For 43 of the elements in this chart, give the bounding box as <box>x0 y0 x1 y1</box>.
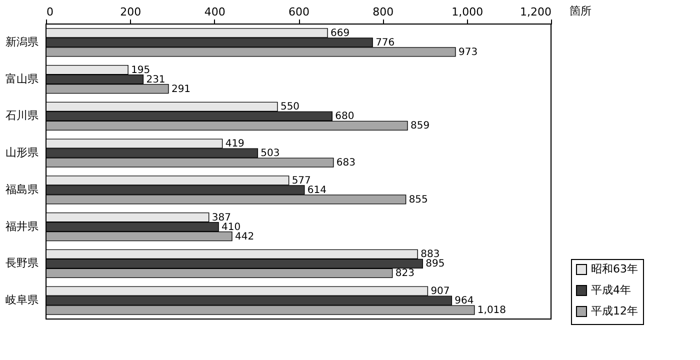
data-label: 614 <box>307 184 326 196</box>
data-label: 776 <box>376 37 395 48</box>
data-label: 973 <box>458 46 478 58</box>
y-tick-label: 新潟県 <box>6 35 38 48</box>
data-label: 503 <box>260 148 280 160</box>
y-tick-label: 長野県 <box>6 256 38 270</box>
x-tick-label: 200 <box>120 6 142 18</box>
data-label: 387 <box>212 212 231 224</box>
data-label: 577 <box>292 175 311 186</box>
data-label: 1,018 <box>477 305 506 316</box>
data-label: 855 <box>408 194 428 206</box>
x-tick-label: 1,200 <box>520 6 552 18</box>
legend-label: 平成12年 <box>591 304 638 318</box>
y-tick-label: 福島県 <box>6 182 38 196</box>
data-label: 895 <box>426 258 445 270</box>
data-label: 419 <box>225 138 244 150</box>
data-label: 195 <box>131 64 150 76</box>
data-label: 680 <box>335 111 354 122</box>
data-label: 669 <box>330 28 350 39</box>
x-tick-label: 400 <box>204 6 226 18</box>
x-tick-label: 0 <box>46 6 54 18</box>
x-tick-label: 600 <box>288 6 310 18</box>
data-label: 683 <box>336 158 356 169</box>
y-tick-label: 富山県 <box>6 72 38 86</box>
x-tick-label: 800 <box>372 6 394 18</box>
y-tick-label: 山形県 <box>6 146 38 160</box>
data-label: 964 <box>454 296 474 307</box>
y-tick-label: 岐阜県 <box>6 294 38 307</box>
y-tick-label: 福井県 <box>6 220 38 233</box>
x-tick-label: 1,000 <box>452 6 484 18</box>
data-label: 231 <box>146 74 166 86</box>
legend-label: 昭和63年 <box>591 262 638 276</box>
data-label: 291 <box>171 84 191 95</box>
legend-label: 平成4年 <box>591 284 631 296</box>
data-label: 823 <box>395 268 414 280</box>
data-label: 859 <box>410 120 430 132</box>
data-label: 442 <box>235 231 254 242</box>
x-axis-title: 箇所 <box>570 4 592 18</box>
data-label: 410 <box>222 222 241 233</box>
data-label: 550 <box>280 102 300 113</box>
data-label: 883 <box>420 249 440 260</box>
data-label: 907 <box>430 286 450 298</box>
y-tick-label: 石川県 <box>6 109 38 122</box>
